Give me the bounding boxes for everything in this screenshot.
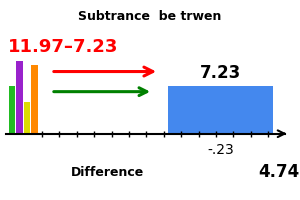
Text: 11.97–7.23: 11.97–7.23 (8, 38, 118, 56)
Bar (168, 86, 273, 134)
Bar (31, 65, 38, 134)
Bar (9, 86, 15, 134)
Title: Subtrance  be trwen: Subtrance be trwen (78, 10, 222, 23)
Text: 7.23: 7.23 (200, 64, 241, 82)
Bar (16, 61, 23, 134)
Bar (24, 102, 30, 134)
Text: 4.74: 4.74 (258, 163, 300, 181)
Text: Difference: Difference (71, 166, 145, 179)
Text: -.23: -.23 (207, 143, 234, 157)
